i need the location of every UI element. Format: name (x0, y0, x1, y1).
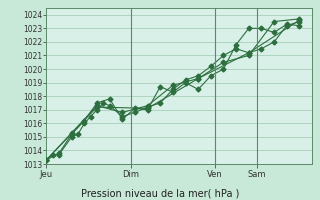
Text: Pression niveau de la mer( hPa ): Pression niveau de la mer( hPa ) (81, 188, 239, 198)
